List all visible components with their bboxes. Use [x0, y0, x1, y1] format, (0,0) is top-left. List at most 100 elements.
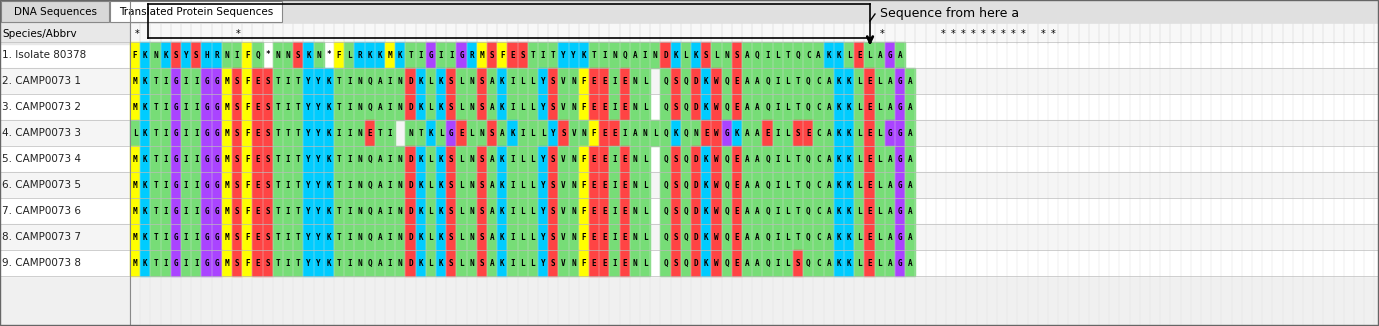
Bar [487, 172, 498, 198]
Text: S: S [480, 206, 484, 215]
Text: T: T [336, 155, 342, 164]
Bar [415, 224, 426, 250]
Bar [701, 172, 712, 198]
Bar [396, 224, 405, 250]
Bar [803, 68, 814, 94]
Text: *: * [265, 51, 270, 60]
Bar [538, 146, 549, 172]
Text: F: F [245, 155, 250, 164]
Bar [681, 250, 691, 276]
Text: I: I [194, 181, 199, 189]
Bar [130, 94, 141, 120]
Text: T: T [296, 259, 301, 268]
Text: F: F [582, 77, 586, 85]
Bar [507, 250, 517, 276]
Bar [171, 120, 181, 146]
Text: K: K [143, 181, 148, 189]
Bar [415, 146, 426, 172]
Bar [405, 198, 415, 224]
Bar [415, 198, 426, 224]
Text: S: S [673, 232, 678, 242]
Text: N: N [408, 128, 412, 138]
Bar [415, 250, 426, 276]
Bar [303, 120, 313, 146]
Text: I: I [194, 206, 199, 215]
Bar [885, 250, 895, 276]
Text: L: L [429, 77, 433, 85]
Bar [661, 68, 670, 94]
Text: T: T [418, 128, 423, 138]
Text: T: T [276, 259, 280, 268]
Text: G: G [214, 181, 219, 189]
Bar [549, 198, 558, 224]
Text: Y: Y [541, 155, 546, 164]
Text: S: S [480, 77, 484, 85]
Text: E: E [603, 206, 607, 215]
Text: D: D [694, 259, 698, 268]
Bar [130, 224, 141, 250]
Text: Q: Q [724, 181, 729, 189]
Bar [456, 198, 466, 224]
Text: K: K [418, 181, 423, 189]
Text: Q: Q [805, 206, 811, 215]
Bar [721, 172, 732, 198]
Text: Q: Q [765, 232, 769, 242]
Text: G: G [214, 206, 219, 215]
Text: E: E [867, 181, 872, 189]
Bar [294, 68, 303, 94]
Bar [181, 68, 192, 94]
Text: Y: Y [552, 128, 556, 138]
Bar [181, 250, 192, 276]
Text: Q: Q [684, 259, 688, 268]
Bar [222, 42, 232, 68]
Text: E: E [255, 128, 259, 138]
Text: I: I [285, 206, 291, 215]
Text: F: F [245, 259, 250, 268]
Bar [507, 68, 517, 94]
Bar [487, 198, 498, 224]
Bar [0, 198, 1379, 224]
Text: L: L [877, 155, 883, 164]
Bar [364, 42, 375, 68]
Text: Q: Q [663, 206, 667, 215]
Text: Q: Q [805, 155, 811, 164]
Text: E: E [867, 128, 872, 138]
Bar [211, 172, 222, 198]
Text: K: K [327, 155, 331, 164]
Bar [691, 198, 701, 224]
Text: F: F [582, 155, 586, 164]
Text: G: G [174, 102, 178, 111]
Text: Y: Y [541, 77, 546, 85]
Text: Species/Abbrv: Species/Abbrv [1, 29, 77, 39]
Bar [201, 146, 211, 172]
Bar [192, 68, 201, 94]
Bar [243, 146, 252, 172]
Bar [721, 68, 732, 94]
Bar [252, 68, 262, 94]
Bar [498, 146, 507, 172]
Text: K: K [367, 51, 372, 60]
Text: K: K [418, 259, 423, 268]
Text: L: L [786, 181, 790, 189]
Text: K: K [847, 206, 851, 215]
Bar [579, 250, 589, 276]
Bar [610, 224, 619, 250]
Bar [823, 224, 834, 250]
Text: E: E [603, 77, 607, 85]
Bar [405, 250, 415, 276]
Bar [354, 68, 364, 94]
Bar [732, 224, 742, 250]
Bar [477, 68, 487, 94]
Text: S: S [174, 51, 178, 60]
Text: S: S [673, 181, 678, 189]
Bar [405, 172, 415, 198]
Text: S: S [552, 77, 556, 85]
Text: I: I [348, 102, 352, 111]
Text: G: G [204, 181, 208, 189]
Bar [487, 94, 498, 120]
Text: K: K [501, 155, 505, 164]
Bar [498, 224, 507, 250]
Text: D: D [408, 102, 412, 111]
Bar [130, 68, 141, 94]
Bar [415, 94, 426, 120]
